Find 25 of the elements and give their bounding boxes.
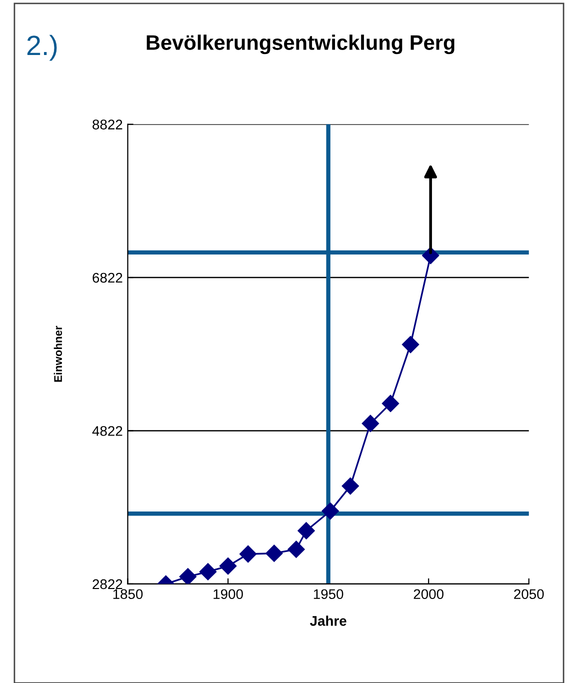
x-tick-label: 1950: [314, 589, 344, 600]
text: 2.): [27, 34, 57, 61]
y-tick-label: 6822: [92, 272, 122, 283]
point: [266, 544, 283, 562]
y-axis-title: Einwohner: [54, 326, 62, 382]
chart-title: Bevölkerungsentwicklung Perg: [146, 34, 454, 54]
point: [219, 557, 237, 575]
point: [342, 478, 359, 495]
point: [402, 336, 420, 354]
point: [179, 568, 196, 584]
y-tick-label: 2822: [92, 579, 122, 590]
point: [298, 522, 315, 540]
point: [199, 563, 217, 580]
y-tick-label: 8822: [92, 120, 122, 130]
point: [322, 502, 339, 520]
point: [240, 545, 257, 563]
x-tick-label: 2050: [514, 589, 544, 600]
point: [382, 394, 400, 412]
point: [362, 414, 379, 432]
x-tick-label: 1900: [214, 589, 243, 600]
x-axis-title: Jahre: [310, 616, 346, 626]
point: [288, 540, 305, 558]
x-tick-label: 2000: [414, 589, 444, 600]
y-tick-label: 4822: [92, 426, 122, 436]
x-tick-label: 1850: [113, 589, 143, 600]
